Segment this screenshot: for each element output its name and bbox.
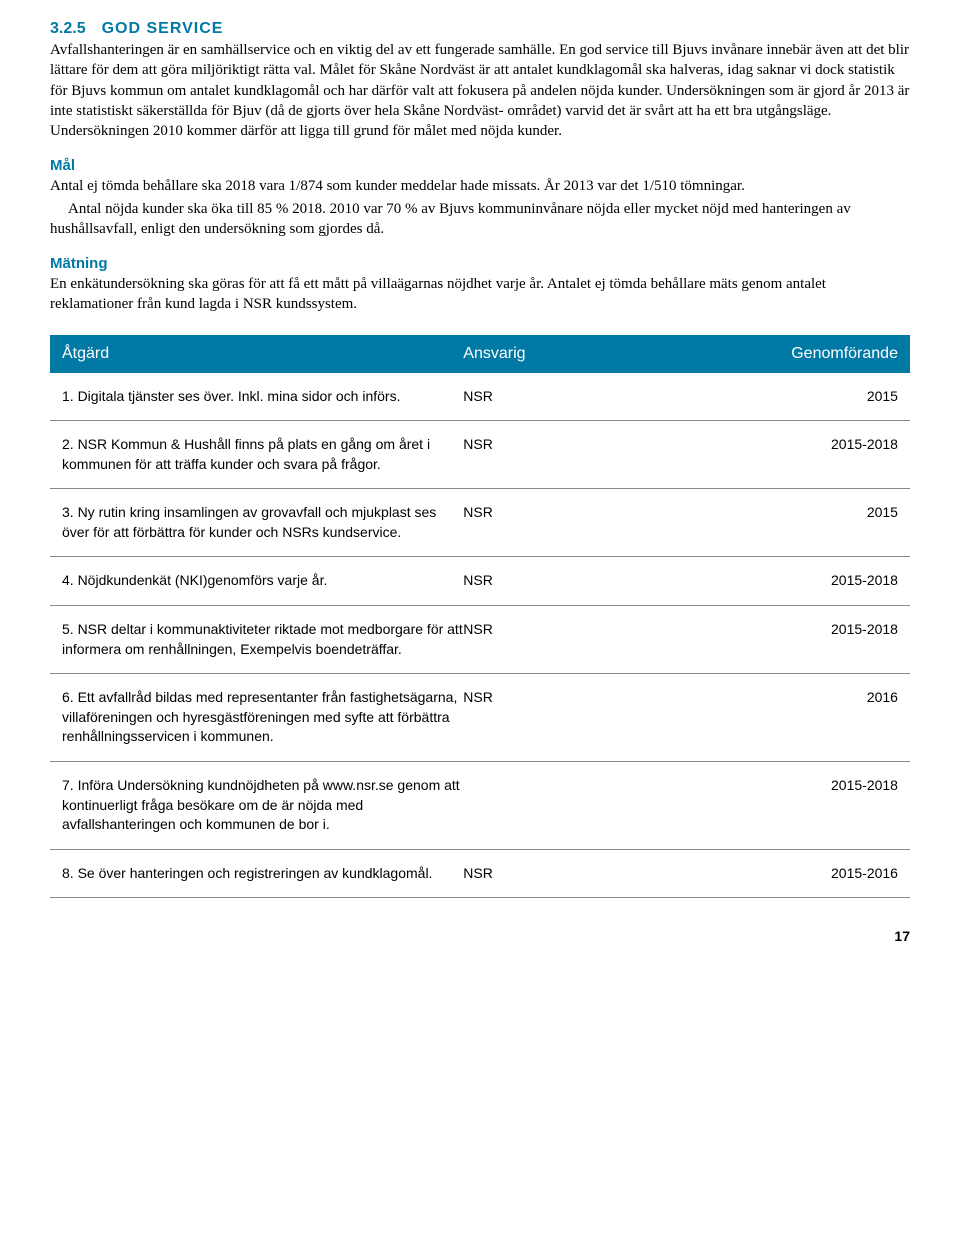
cell-ansvarig: NSR <box>463 503 714 542</box>
cell-genomforande: 2015-2018 <box>714 776 898 835</box>
table-row: 4. Nöjdkundenkät (NKI)genomförs varje år… <box>50 557 910 606</box>
mal-heading: Mål <box>50 157 910 174</box>
col-header-ansvarig: Ansvarig <box>463 345 714 363</box>
cell-atgard: 6. Ett avfallråd bildas med representant… <box>62 688 463 747</box>
col-header-atgard: Åtgärd <box>62 345 463 363</box>
section-heading: 3.2.5 GOD SERVICE <box>50 20 910 38</box>
cell-ansvarig: NSR <box>463 864 714 884</box>
page-number: 17 <box>50 928 910 944</box>
mal-p2: Antal nöjda kunder ska öka till 85 % 201… <box>50 199 910 240</box>
cell-atgard: 7. Införa Undersökning kundnöjdheten på … <box>62 776 463 835</box>
cell-ansvarig: NSR <box>463 620 714 659</box>
cell-atgard: 3. Ny rutin kring insamlingen av grovavf… <box>62 503 463 542</box>
section-title: GOD SERVICE <box>102 20 224 37</box>
table-row: 6. Ett avfallråd bildas med representant… <box>50 674 910 762</box>
col-header-genomforande: Genomförande <box>714 345 898 363</box>
cell-genomforande: 2015-2018 <box>714 435 898 474</box>
cell-ansvarig: NSR <box>463 387 714 407</box>
cell-atgard: 1. Digitala tjänster ses över. Inkl. min… <box>62 387 463 407</box>
table-header: Åtgärd Ansvarig Genomförande <box>50 335 910 373</box>
intro-paragraph: Avfallshanteringen är en samhällservice … <box>50 40 910 141</box>
cell-ansvarig: NSR <box>463 688 714 747</box>
matning-p1: En enkätundersökning ska göras för att f… <box>50 274 910 315</box>
actions-table: Åtgärd Ansvarig Genomförande 1. Digitala… <box>50 335 910 899</box>
table-row: 2. NSR Kommun & Hushåll finns på plats e… <box>50 421 910 489</box>
cell-genomforande: 2015-2018 <box>714 620 898 659</box>
mal-p1: Antal ej tömda behållare ska 2018 vara 1… <box>50 176 910 196</box>
cell-atgard: 5. NSR deltar i kommunaktiviteter riktad… <box>62 620 463 659</box>
cell-ansvarig: NSR <box>463 571 714 591</box>
cell-ansvarig <box>463 776 714 835</box>
mal-text: Antal ej tömda behållare ska 2018 vara 1… <box>50 176 910 239</box>
table-row: 7. Införa Undersökning kundnöjdheten på … <box>50 762 910 850</box>
matning-heading: Mätning <box>50 255 910 272</box>
table-row: 8. Se över hanteringen och registreringe… <box>50 850 910 899</box>
table-row: 5. NSR deltar i kommunaktiviteter riktad… <box>50 606 910 674</box>
cell-atgard: 2. NSR Kommun & Hushåll finns på plats e… <box>62 435 463 474</box>
cell-genomforande: 2015 <box>714 387 898 407</box>
cell-ansvarig: NSR <box>463 435 714 474</box>
cell-genomforande: 2015-2018 <box>714 571 898 591</box>
cell-atgard: 8. Se över hanteringen och registreringe… <box>62 864 463 884</box>
table-row: 3. Ny rutin kring insamlingen av grovavf… <box>50 489 910 557</box>
section-number: 3.2.5 <box>50 20 86 37</box>
table-row: 1. Digitala tjänster ses över. Inkl. min… <box>50 373 910 422</box>
cell-genomforande: 2015-2016 <box>714 864 898 884</box>
cell-genomforande: 2015 <box>714 503 898 542</box>
cell-atgard: 4. Nöjdkundenkät (NKI)genomförs varje år… <box>62 571 463 591</box>
cell-genomforande: 2016 <box>714 688 898 747</box>
